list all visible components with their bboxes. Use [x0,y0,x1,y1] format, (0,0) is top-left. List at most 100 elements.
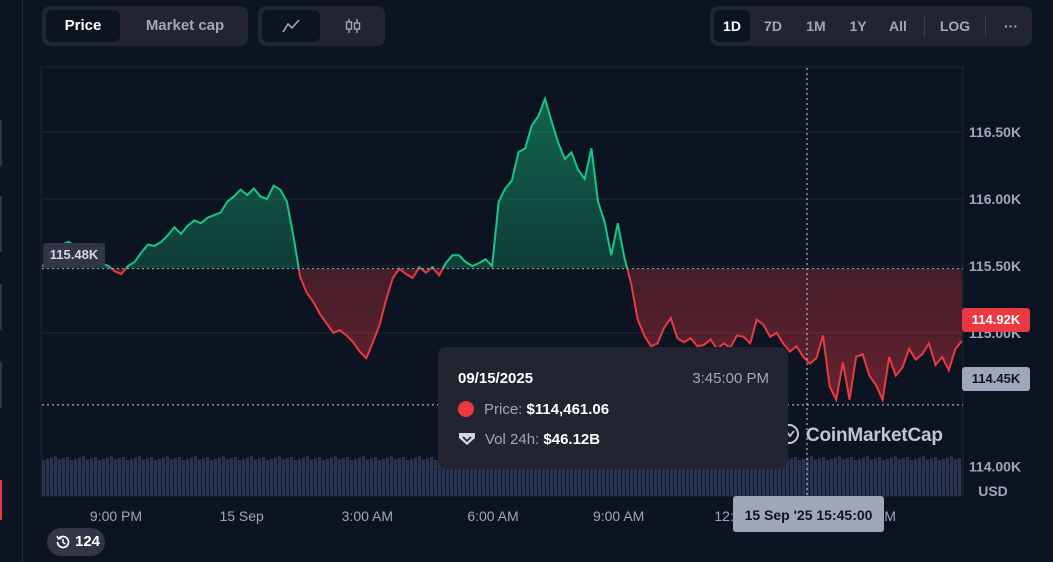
volume-bar [866,456,870,496]
volume-bar [342,458,346,496]
volume-bar [778,457,782,496]
line-chart-button[interactable] [262,10,320,42]
rail-marker-active [0,480,2,520]
volume-bar [738,457,742,496]
volume-bar [182,460,186,496]
volume-bar [118,458,122,496]
volume-bar [150,457,154,496]
tab-price[interactable]: Price [46,10,120,42]
volume-bar [166,456,170,496]
volume-bar [238,460,242,496]
volume-bar [938,460,942,496]
volume-bar [702,459,706,496]
volume-bar [622,458,626,496]
volume-bar [438,458,442,496]
volume-bar [78,457,82,496]
volume-bar [210,460,214,496]
volume-bar [666,457,670,496]
range-1m-button[interactable]: 1M [806,18,826,34]
volume-bar [682,457,686,496]
volume-bar [498,457,502,496]
tooltip-price-label: Price: [484,401,523,418]
volume-bar [86,459,90,496]
volume-bar [330,457,334,496]
volume-bar [414,457,418,496]
volume-bar [386,457,390,496]
volume-bar [42,460,46,496]
volume-bar [946,457,950,496]
coinmarketcap-watermark: CoinMarketCap [778,423,943,447]
volume-bar [822,457,826,496]
volume-bar [814,459,818,496]
volume-bar [450,459,454,496]
volume-bar [286,458,290,496]
volume-bar [650,458,654,496]
volume-bar [222,456,226,496]
volume-bar [706,458,710,496]
volume-bar [70,460,74,496]
history-button[interactable]: 124 [47,528,105,556]
volume-bar [654,457,658,496]
volume-bar [786,459,790,496]
volume-bar [610,457,614,496]
volume-bar [230,458,234,496]
range-1y-button[interactable]: 1Y [849,18,867,34]
range-7d-button[interactable]: 7D [764,18,782,34]
y-axis-unit: USD [978,483,1008,499]
tooltip-volume-label: Vol 24h: [485,431,540,448]
volume-bar [206,457,210,496]
volume-bar [434,460,438,496]
rail-marker [0,284,2,330]
volume-bar [882,460,886,496]
volume-bar [646,459,650,496]
volume-bar [378,460,382,496]
volume-bar [566,458,570,496]
volume-bar [902,458,906,496]
tab-market-cap[interactable]: Market cap [145,17,225,34]
volume-bar [194,456,198,496]
volume-bar [878,457,882,496]
volume-bar [110,456,114,496]
range-all-button[interactable]: All [889,18,907,34]
more-options-button[interactable]: ··· [1004,18,1018,34]
volume-bar [398,458,402,496]
volume-bar [606,458,610,496]
volume-bar [542,457,546,496]
volume-bar [830,458,834,496]
volume-bar [674,459,678,496]
volume-bar [958,458,962,496]
volume-bar [570,457,574,496]
volume-bar [114,459,118,496]
volume-bar [742,460,746,496]
volume-bar [410,458,414,496]
range-1d-button[interactable]: 1D [714,10,750,42]
volume-bar [402,457,406,496]
volume-bars [42,456,962,496]
volume-bar [214,458,218,496]
volume-bar [518,460,522,496]
tooltip-date: 09/15/2025 [458,370,534,387]
candlestick-chart-button[interactable] [324,10,382,42]
volume-bar [798,460,802,496]
line-icon [282,19,300,33]
log-scale-button[interactable]: LOG [939,18,971,34]
volume-bar [782,456,786,496]
volume-bar [554,457,558,496]
volume-bar [686,460,690,496]
volume-icon [459,433,475,445]
volume-bar [490,460,494,496]
volume-bar [250,456,254,496]
volume-bar [358,457,362,496]
volume-bar [270,458,274,496]
tooltip-volume-value: $46.12B [543,431,601,448]
volume-bar [626,457,630,496]
volume-bar [294,460,298,496]
volume-bar [494,458,498,496]
volume-bar [894,456,898,496]
volume-bar [418,456,422,496]
volume-bar [582,457,586,496]
price-line-down [109,268,963,404]
y-tick-label: 114.00K [969,459,1021,475]
volume-bar [594,458,598,496]
